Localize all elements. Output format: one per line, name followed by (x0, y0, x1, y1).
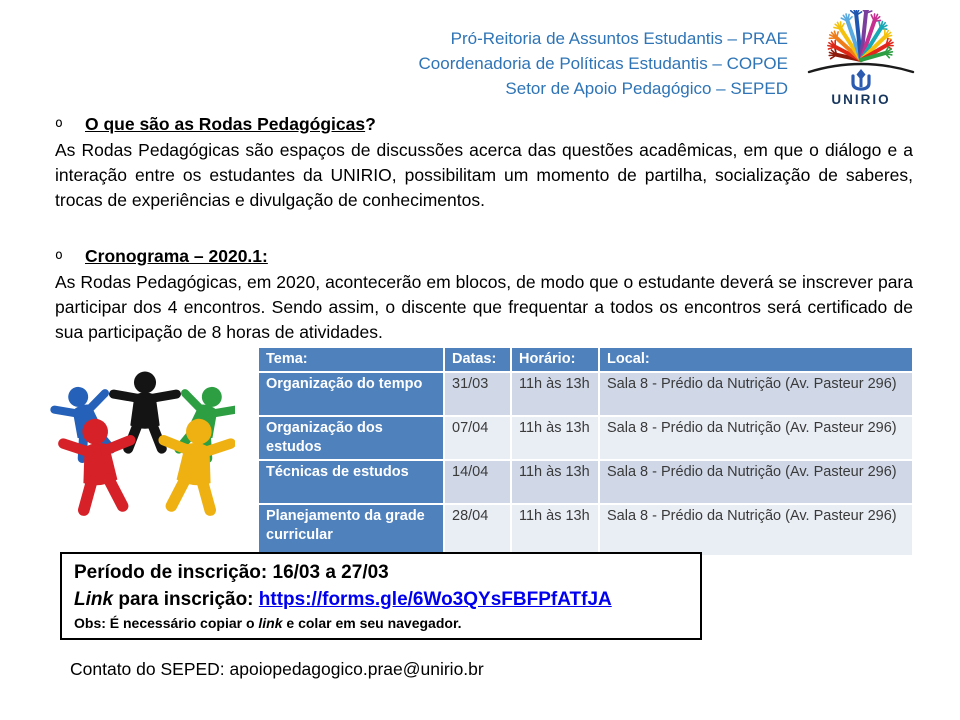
cell-tema: Técnicas de estudos (257, 459, 445, 505)
section-gap (55, 230, 913, 244)
section-schedule-heading-line: o Cronograma – 2020.1: (55, 244, 913, 268)
cell-local: Sala 8 - Prédio da Nutrição (Av. Pasteur… (598, 415, 914, 461)
cell-data: 31/03 (443, 371, 512, 417)
cell-horario: 11h às 13h (510, 371, 600, 417)
table-row: Organização do tempo 31/03 11h às 13h Sa… (257, 371, 914, 417)
bullet-marker: o (55, 116, 63, 131)
section-schedule-body: As Rodas Pedagógicas, em 2020, acontecer… (55, 272, 913, 342)
schedule-table: Tema: Datas: Horário: Local: Organização… (257, 346, 914, 557)
people-circle-illustration (45, 362, 240, 540)
people-circle-graphic (50, 371, 240, 516)
cell-tema: Organização do tempo (257, 371, 445, 417)
section-what-heading-line: o O que são as Rodas Pedagógicas? (55, 112, 913, 136)
unirio-logo-label: UNIRIO (831, 92, 890, 107)
column-header-horario: Horário: (510, 346, 600, 373)
link-word: Link (74, 589, 114, 610)
table-row: Planejamento da grade curricular 28/04 1… (257, 503, 914, 557)
unirio-logo-graphic: UNIRIO (807, 5, 915, 107)
table-header-row: Tema: Datas: Horário: Local: (257, 346, 914, 373)
cell-local: Sala 8 - Prédio da Nutrição (Av. Pasteur… (598, 459, 914, 505)
cell-local: Sala 8 - Prédio da Nutrição (Av. Pasteur… (598, 503, 914, 557)
person-black (109, 371, 181, 454)
header-line-copoe: Coordenadoria de Políticas Estudantis – … (418, 54, 788, 73)
column-header-datas: Datas: (443, 346, 512, 373)
raised-hands-icon (827, 5, 894, 63)
main-content: o O que são as Rodas Pedagógicas? As Rod… (55, 112, 913, 362)
cell-horario: 11h às 13h (510, 415, 600, 461)
bullet-marker: o (55, 248, 63, 263)
institution-header: Pró-Reitoria de Assuntos Estudantis – PR… (419, 26, 788, 101)
column-header-local: Local: (598, 346, 914, 373)
logo-arc (807, 62, 915, 74)
contact-line: Contato do SEPED: apoiopedagogico.prae@u… (70, 659, 484, 679)
cell-data: 07/04 (443, 415, 512, 461)
person-yellow (158, 418, 236, 516)
inscription-link-line: Link para inscrição: https://forms.gle/6… (74, 589, 612, 610)
inscription-obs-line: Obs: É necessário copiar o link e colar … (74, 615, 462, 631)
unirio-logo: UNIRIO (799, 5, 924, 110)
section-what-body: As Rodas Pedagógicas são espaços de disc… (55, 140, 913, 210)
table-row: Técnicas de estudos 14/04 11h às 13h Sal… (257, 459, 914, 505)
header-line-prae: Pró-Reitoria de Assuntos Estudantis – PR… (450, 29, 788, 48)
cell-data: 28/04 (443, 503, 512, 557)
section-what-heading: O que são as Rodas Pedagógicas? (85, 114, 376, 134)
inscription-link[interactable]: https://forms.gle/6Wo3QYsFBFPfATfJA (258, 589, 612, 610)
header-line-seped: Setor de Apoio Pedagógico – SEPED (505, 79, 788, 98)
cell-horario: 11h às 13h (510, 459, 600, 505)
cell-tema: Planejamento da grade curricular (257, 503, 445, 557)
unirio-trident-icon (851, 69, 871, 91)
cell-local: Sala 8 - Prédio da Nutrição (Av. Pasteur… (598, 371, 914, 417)
table-row: Organização dos estudos 07/04 11h às 13h… (257, 415, 914, 461)
cell-horario: 11h às 13h (510, 503, 600, 557)
person-red (58, 418, 136, 516)
cell-tema: Organização dos estudos (257, 415, 445, 461)
inscription-box: Período de inscrição: 16/03 a 27/03 Link… (60, 552, 702, 640)
inscription-period-line: Período de inscrição: 16/03 a 27/03 (74, 562, 389, 583)
section-schedule-heading: Cronograma – 2020.1: (85, 246, 268, 266)
cell-data: 14/04 (443, 459, 512, 505)
column-header-tema: Tema: (257, 346, 445, 373)
